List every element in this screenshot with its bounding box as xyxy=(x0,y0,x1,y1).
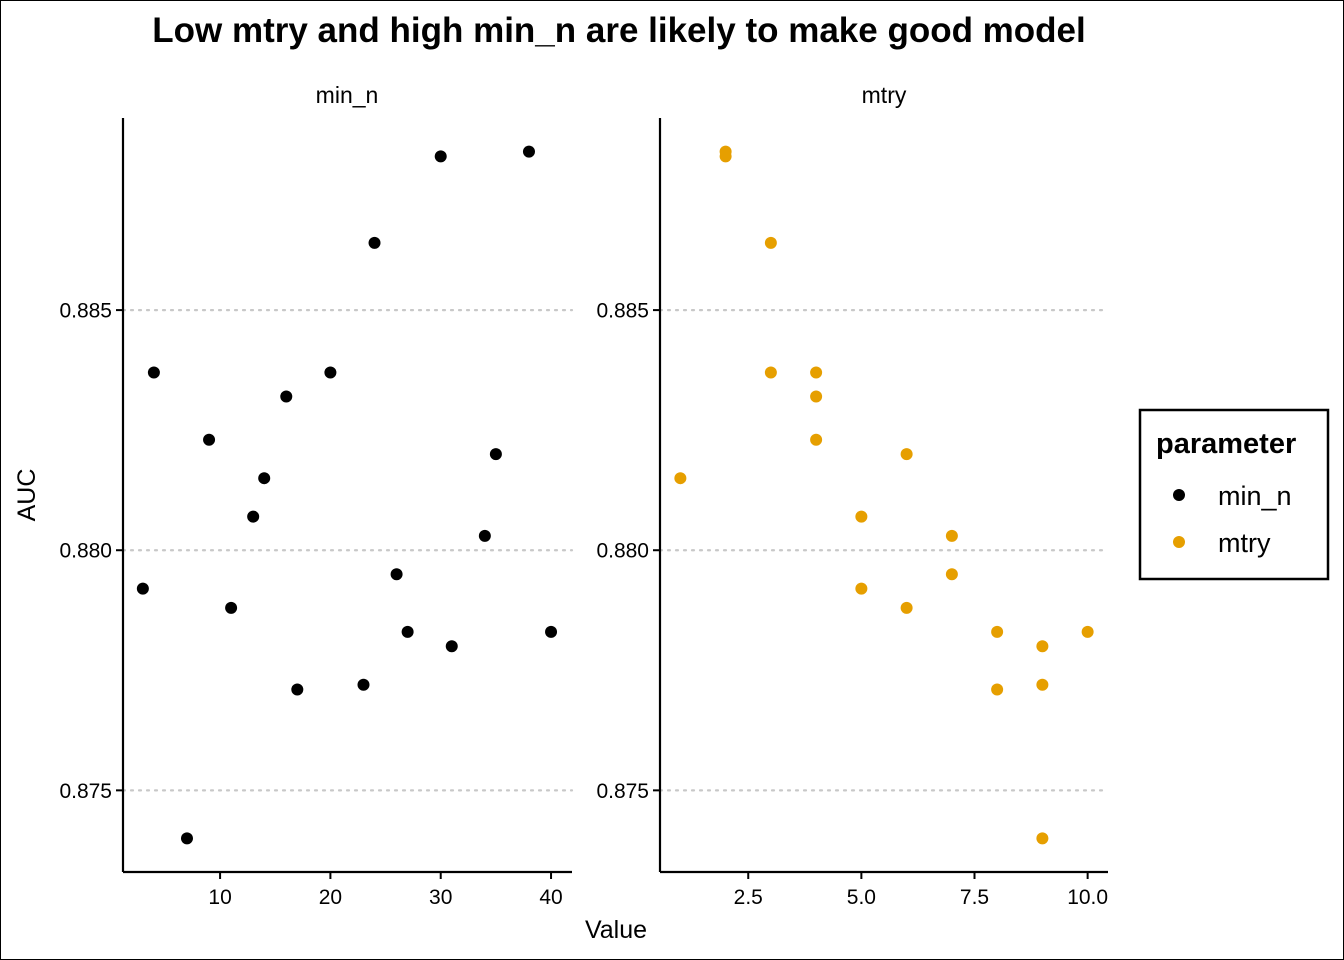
data-point xyxy=(390,568,403,581)
data-point xyxy=(1036,678,1049,691)
legend-key-min-n xyxy=(1173,489,1185,501)
y-axis-title: AUC xyxy=(13,469,41,522)
data-point xyxy=(545,625,558,638)
data-point xyxy=(945,568,958,581)
data-point xyxy=(719,150,732,163)
data-point xyxy=(401,625,414,638)
legend-box xyxy=(1138,408,1330,581)
y-tick-label: 0.875 xyxy=(59,780,112,803)
y-tick-label: 0.885 xyxy=(59,300,112,323)
data-point xyxy=(203,433,216,446)
legend-label-mtry: mtry xyxy=(1218,528,1271,558)
data-point xyxy=(324,366,337,379)
data-point xyxy=(1036,832,1049,845)
x-tick-label: 2.5 xyxy=(734,886,763,909)
chart-title: Low mtry and high min_n are likely to ma… xyxy=(152,11,1086,50)
data-point xyxy=(855,582,868,595)
data-point xyxy=(368,236,381,249)
data-point xyxy=(855,510,868,523)
data-point xyxy=(991,625,1004,638)
data-point xyxy=(810,433,823,446)
x-tick-label: 30 xyxy=(429,886,452,909)
panel-mtry: 0.875 0.880 0.885 2.5 5.0 7.5 10.0 xyxy=(596,118,1110,909)
x-tick-label: 10 xyxy=(208,886,231,909)
data-point xyxy=(280,390,293,403)
y-tick-label: 0.875 xyxy=(596,780,649,803)
data-point xyxy=(147,366,160,379)
x-tick-label: 7.5 xyxy=(960,886,989,909)
x-tick-label: 40 xyxy=(539,886,562,909)
data-point xyxy=(489,448,502,461)
legend: parameter min_n mtry xyxy=(1138,408,1330,581)
data-point xyxy=(764,366,777,379)
data-point xyxy=(945,529,958,542)
data-point xyxy=(522,145,535,158)
data-point xyxy=(225,601,238,614)
y-tick-label: 0.880 xyxy=(59,540,112,563)
data-point xyxy=(1081,625,1094,638)
data-point xyxy=(900,448,913,461)
y-tick-label: 0.885 xyxy=(596,300,649,323)
data-point xyxy=(445,640,458,653)
data-point xyxy=(478,529,491,542)
x-tick-label: 10.0 xyxy=(1067,886,1108,909)
x-axis-title: Value xyxy=(585,916,647,944)
data-point xyxy=(991,683,1004,696)
data-point xyxy=(900,601,913,614)
data-point xyxy=(810,390,823,403)
data-point xyxy=(247,510,260,523)
legend-label-min-n: min_n xyxy=(1218,481,1292,511)
x-tick-label: 20 xyxy=(319,886,342,909)
data-point xyxy=(180,832,193,845)
x-tick-label: 5.0 xyxy=(847,886,876,909)
data-point xyxy=(291,683,304,696)
y-tick-label: 0.880 xyxy=(596,540,649,563)
legend-key-mtry xyxy=(1173,536,1185,548)
panel-min-n: 0.875 0.880 0.885 10 20 30 40 xyxy=(59,118,574,909)
data-point xyxy=(764,236,777,249)
data-point xyxy=(258,472,271,485)
data-point xyxy=(674,472,687,485)
data-point xyxy=(810,366,823,379)
data-point xyxy=(136,582,149,595)
data-point xyxy=(1036,640,1049,653)
data-point xyxy=(434,150,447,163)
legend-title: parameter xyxy=(1156,428,1296,460)
strip-label-min-n: min_n xyxy=(316,82,379,108)
data-point xyxy=(357,678,370,691)
strip-label-mtry: mtry xyxy=(862,82,907,108)
